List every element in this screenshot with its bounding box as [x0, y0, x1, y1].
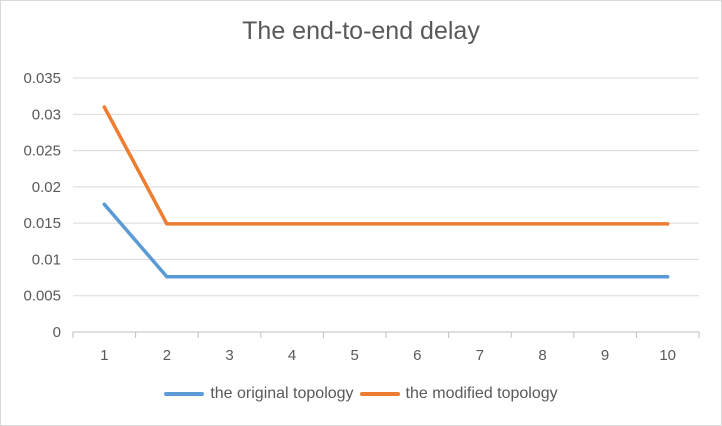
x-tick-label: 4 [288, 347, 296, 364]
y-tick-label: 0.01 [32, 251, 61, 268]
x-tick-label: 1 [100, 347, 108, 364]
x-tick-label: 6 [413, 347, 421, 364]
y-tick-label: 0 [53, 324, 61, 341]
legend: the original topology the modified topol… [1, 385, 721, 403]
series-line-0 [102, 202, 670, 279]
x-tick-label: 10 [659, 347, 676, 364]
x-tick-label: 5 [351, 347, 359, 364]
legend-label-original: the original topology [210, 385, 354, 402]
x-tick-label: 8 [538, 347, 546, 364]
x-tick-label: 7 [476, 347, 484, 364]
y-tick-label: 0.035 [23, 70, 61, 87]
x-tick-label: 3 [225, 347, 233, 364]
x-tick-label: 2 [163, 347, 171, 364]
x-tick-label: 9 [601, 347, 609, 364]
chart-title: The end-to-end delay [242, 17, 480, 45]
y-tick-label: 0.025 [23, 143, 61, 160]
y-tick-label: 0.005 [23, 288, 61, 305]
legend-item-modified: the modified topology [359, 385, 558, 403]
series-line-1 [102, 105, 670, 226]
y-tick-label: 0.03 [32, 106, 61, 123]
legend-swatch-original [164, 392, 205, 396]
legend-swatch-modified [359, 392, 400, 396]
y-tick-label: 0.02 [32, 179, 61, 196]
legend-label-modified: the modified topology [405, 385, 558, 402]
y-tick-label: 0.015 [23, 215, 61, 232]
legend-item-original: the original topology [164, 385, 354, 403]
